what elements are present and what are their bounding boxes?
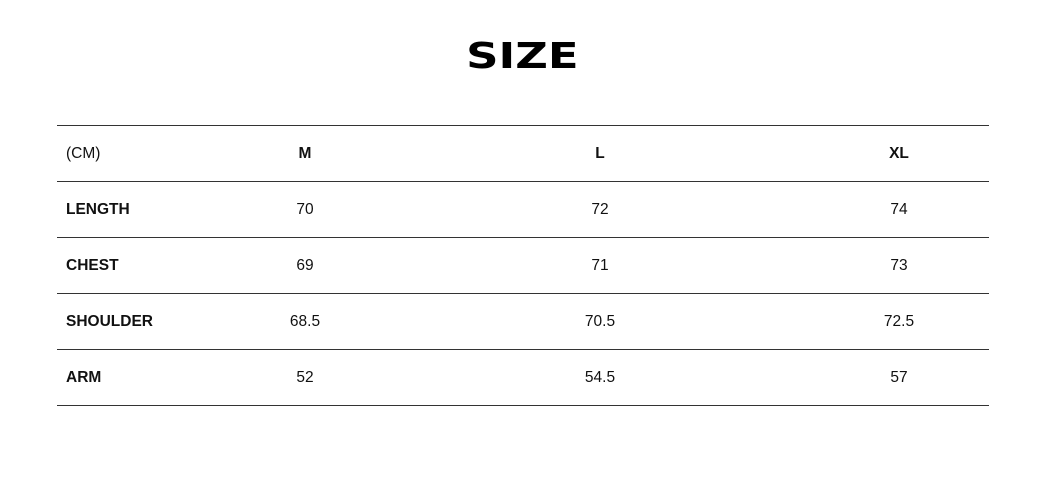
cell: 72.5 — [883, 313, 915, 330]
cell: 74 — [890, 201, 908, 218]
unit-label: (CM) — [66, 145, 101, 162]
cell: 54.5 — [584, 369, 616, 386]
size-table: (CM) M L XL LENGTH 70 72 74 CHEST 69 71 … — [57, 125, 989, 406]
cell: 73 — [890, 257, 908, 274]
cell: 68.5 — [289, 313, 321, 330]
table-row: SHOULDER 68.5 70.5 72.5 — [57, 294, 989, 350]
row-label: ARM — [66, 369, 102, 386]
cell: 52 — [296, 369, 314, 386]
table-header-row: (CM) M L XL — [57, 126, 989, 182]
cell: 69 — [296, 257, 314, 274]
cell: 70 — [296, 201, 314, 218]
table-row: CHEST 69 71 73 — [57, 238, 989, 294]
row-label: CHEST — [66, 257, 119, 274]
column-header-xl: XL — [889, 145, 909, 162]
table-row: LENGTH 70 72 74 — [57, 182, 989, 238]
column-header-m: M — [298, 145, 312, 162]
page-title: SIZE — [466, 36, 579, 77]
row-label: SHOULDER — [66, 313, 153, 330]
cell: 72 — [591, 201, 609, 218]
table-row: ARM 52 54.5 57 — [57, 350, 989, 406]
cell: 70.5 — [584, 313, 616, 330]
row-label: LENGTH — [66, 201, 130, 218]
cell: 57 — [890, 369, 908, 386]
column-header-l: L — [595, 145, 605, 162]
cell: 71 — [591, 257, 609, 274]
